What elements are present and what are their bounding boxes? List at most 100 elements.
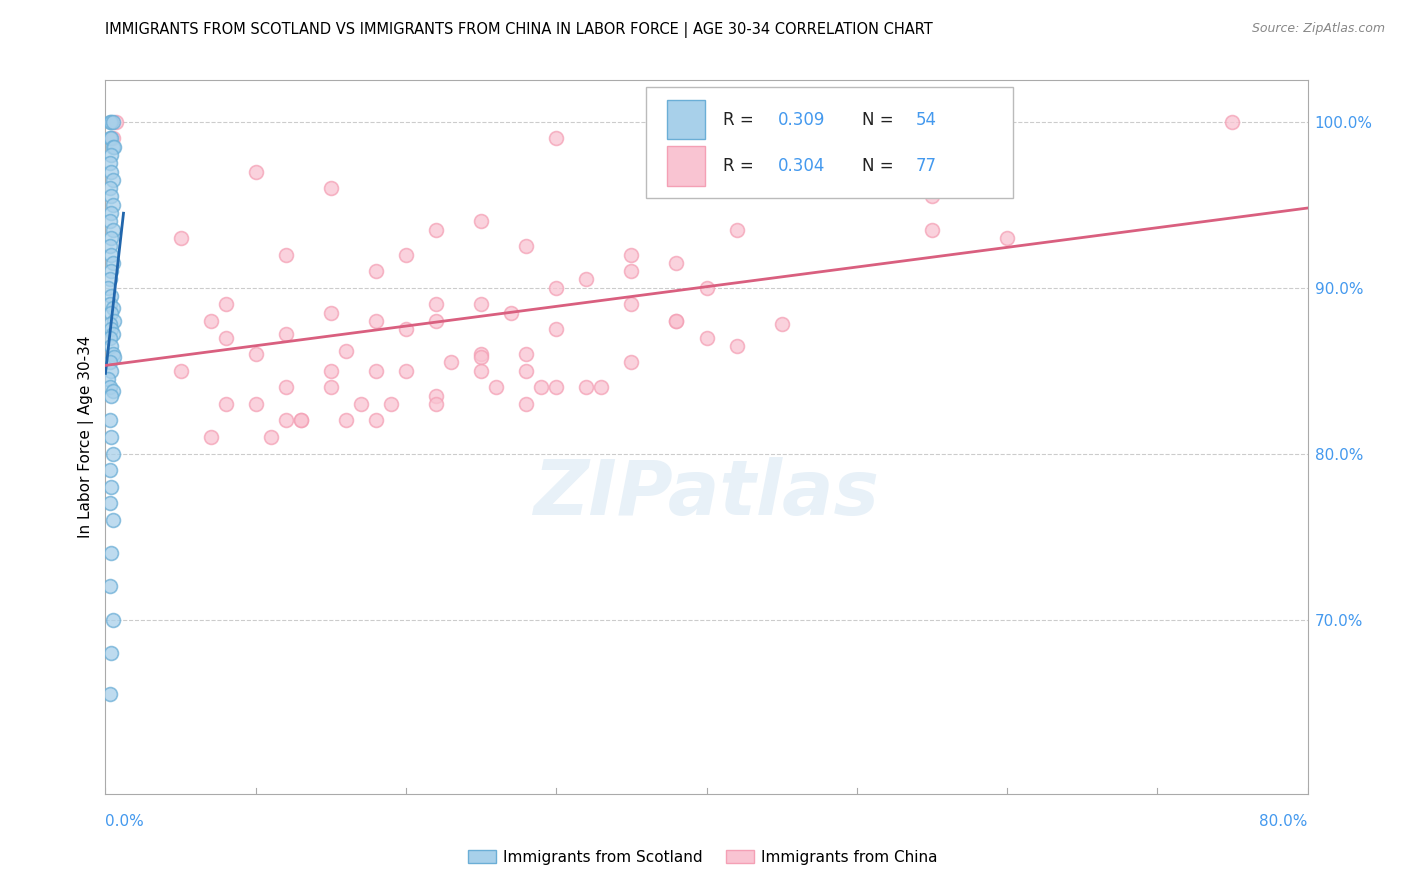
Text: ZIPatlas: ZIPatlas	[533, 458, 880, 531]
Point	[101, 613, 124, 627]
Point	[97, 281, 120, 295]
Point	[395, 247, 418, 261]
Point	[470, 214, 492, 228]
Point	[104, 115, 127, 129]
Text: N =: N =	[862, 111, 898, 128]
Point	[395, 322, 418, 336]
Point	[98, 272, 121, 286]
Point	[770, 317, 793, 331]
Point	[274, 380, 297, 394]
Point	[100, 148, 122, 162]
Point	[101, 327, 124, 342]
Point	[98, 115, 121, 129]
Point	[98, 413, 121, 427]
Point	[98, 297, 121, 311]
Point	[335, 413, 357, 427]
Point	[98, 214, 121, 228]
Point	[470, 364, 492, 378]
Point	[103, 314, 125, 328]
Text: 0.0%: 0.0%	[105, 814, 145, 829]
Point	[440, 355, 463, 369]
Bar	[666, 100, 706, 139]
Point	[98, 131, 121, 145]
Point	[319, 380, 342, 394]
Point	[665, 256, 688, 270]
Y-axis label: In Labor Force | Age 30-34: In Labor Force | Age 30-34	[79, 335, 94, 539]
Point	[98, 355, 121, 369]
Point	[530, 380, 553, 394]
Point	[380, 397, 402, 411]
Point	[515, 347, 537, 361]
Point	[101, 173, 124, 187]
Text: 0.309: 0.309	[778, 111, 825, 128]
Point	[98, 463, 121, 477]
Point	[696, 281, 718, 295]
Point	[696, 330, 718, 344]
Text: 54: 54	[915, 111, 936, 128]
Point	[100, 430, 122, 444]
Point	[200, 314, 222, 328]
Point	[665, 314, 688, 328]
Point	[101, 115, 124, 129]
Point	[100, 546, 122, 560]
Point	[995, 231, 1018, 245]
Point	[100, 264, 122, 278]
Point	[546, 131, 568, 145]
Point	[100, 388, 122, 402]
Text: 0.304: 0.304	[778, 157, 825, 175]
Point	[620, 297, 643, 311]
Point	[1222, 115, 1244, 129]
Point	[470, 297, 492, 311]
Point	[425, 397, 447, 411]
Point	[290, 413, 312, 427]
Point	[101, 513, 124, 527]
Point	[100, 289, 122, 303]
Bar	[666, 146, 706, 186]
Point	[425, 297, 447, 311]
Point	[710, 115, 733, 129]
Point	[169, 231, 191, 245]
Point	[921, 222, 943, 236]
FancyBboxPatch shape	[647, 87, 1014, 198]
Point	[101, 222, 124, 236]
Point	[274, 413, 297, 427]
Point	[575, 272, 598, 286]
Point	[319, 364, 342, 378]
Point	[770, 151, 793, 165]
Legend: Immigrants from Scotland, Immigrants from China: Immigrants from Scotland, Immigrants fro…	[463, 844, 943, 871]
Point	[335, 343, 357, 358]
Point	[515, 364, 537, 378]
Point	[97, 372, 120, 386]
Text: R =: R =	[723, 111, 759, 128]
Point	[425, 222, 447, 236]
Point	[100, 322, 122, 336]
Point	[100, 231, 122, 245]
Point	[98, 380, 121, 394]
Point	[98, 156, 121, 170]
Point	[364, 314, 387, 328]
Point	[245, 397, 267, 411]
Point	[100, 247, 122, 261]
Text: N =: N =	[862, 157, 898, 175]
Point	[100, 131, 122, 145]
Point	[395, 364, 418, 378]
Point	[245, 347, 267, 361]
Point	[546, 380, 568, 394]
Point	[546, 281, 568, 295]
Point	[665, 314, 688, 328]
Point	[319, 181, 342, 195]
Point	[350, 397, 373, 411]
Point	[100, 189, 122, 203]
Point	[103, 351, 125, 365]
Point	[98, 579, 121, 593]
Point	[101, 131, 124, 145]
Point	[101, 347, 124, 361]
Point	[100, 206, 122, 220]
Point	[200, 430, 222, 444]
Point	[100, 480, 122, 494]
Point	[501, 305, 523, 319]
Point	[620, 264, 643, 278]
Point	[169, 364, 191, 378]
Point	[98, 330, 121, 344]
Point	[98, 317, 121, 331]
